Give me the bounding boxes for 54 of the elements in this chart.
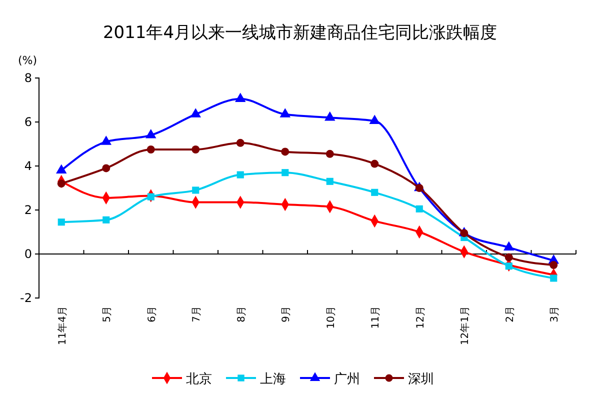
point bbox=[460, 229, 468, 238]
chart-title: 2011年4月以来一线城市新建商品住宅同比涨跌幅度 bbox=[102, 23, 498, 43]
point bbox=[102, 216, 110, 224]
x-tick-label: 10月 bbox=[326, 306, 337, 329]
y-tick-label: 2 bbox=[24, 202, 32, 217]
point bbox=[190, 108, 201, 118]
y-tick-label: 6 bbox=[24, 114, 32, 129]
point bbox=[369, 114, 380, 124]
point bbox=[100, 136, 112, 145]
y-axis-title: (%) bbox=[18, 54, 38, 67]
x-tick-label: 6月 bbox=[146, 306, 158, 322]
y-tick-label: 0 bbox=[24, 246, 32, 261]
x-tick-label: 2月 bbox=[504, 306, 516, 322]
point bbox=[58, 218, 65, 226]
point bbox=[280, 108, 290, 118]
point bbox=[415, 184, 424, 192]
point bbox=[371, 188, 378, 196]
x-tick-label: 12月 bbox=[415, 306, 426, 329]
point bbox=[504, 253, 513, 262]
point bbox=[56, 164, 67, 174]
point bbox=[235, 92, 246, 102]
x-tick-label: 5月 bbox=[102, 306, 114, 322]
point bbox=[102, 164, 110, 172]
point bbox=[192, 186, 200, 194]
x-tick-label: 9月 bbox=[281, 306, 292, 322]
point bbox=[236, 138, 244, 147]
x-tick-label: 11月 bbox=[370, 306, 382, 329]
y-tick-label: 8 bbox=[24, 70, 32, 85]
point bbox=[550, 274, 558, 282]
point bbox=[146, 128, 156, 138]
legend-label: 深圳 bbox=[408, 372, 434, 387]
legend-label: 北京 bbox=[186, 372, 212, 387]
x-tick-label: 3月 bbox=[550, 306, 561, 322]
point bbox=[550, 261, 558, 269]
point bbox=[146, 146, 155, 154]
point bbox=[324, 111, 336, 121]
legend-label: 上海 bbox=[260, 372, 286, 387]
point bbox=[416, 205, 423, 212]
point bbox=[326, 150, 334, 158]
point bbox=[236, 171, 244, 178]
y-tick-label: -2 bbox=[20, 290, 32, 305]
y-tick-label: 4 bbox=[24, 158, 32, 173]
point bbox=[192, 146, 200, 154]
x-tick-label: 7月 bbox=[192, 306, 203, 322]
x-tick-label: 8月 bbox=[236, 306, 248, 322]
point bbox=[147, 193, 154, 200]
point bbox=[282, 169, 289, 176]
point bbox=[326, 178, 334, 185]
point bbox=[57, 180, 66, 188]
legend-label: 广州 bbox=[334, 372, 360, 387]
x-tick-label: 12年1月 bbox=[459, 306, 472, 346]
point bbox=[281, 148, 290, 156]
x-tick-label: 11年4月 bbox=[56, 306, 68, 346]
point bbox=[370, 160, 379, 168]
